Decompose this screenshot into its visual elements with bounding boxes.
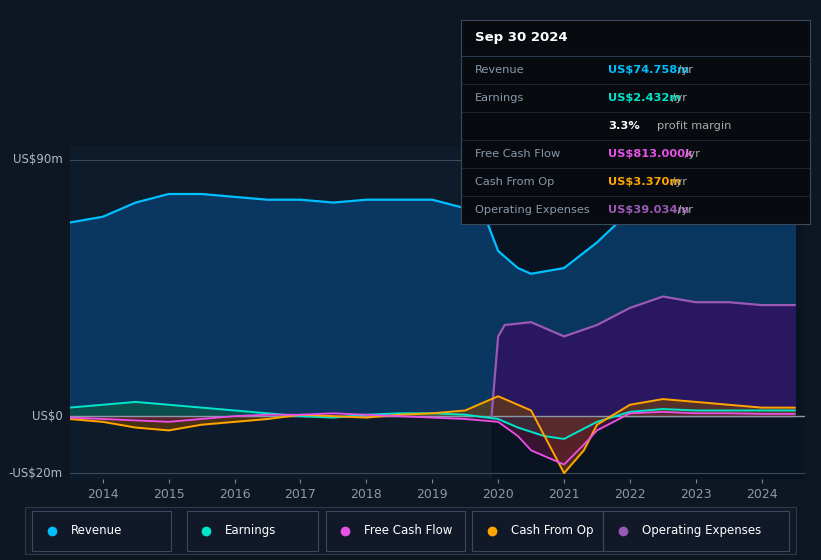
Text: Free Cash Flow: Free Cash Flow xyxy=(365,524,452,537)
Text: /yr: /yr xyxy=(674,205,693,215)
Text: Operating Expenses: Operating Expenses xyxy=(642,524,761,537)
Text: profit margin: profit margin xyxy=(657,121,732,131)
Text: US$0: US$0 xyxy=(32,410,62,423)
Text: Earnings: Earnings xyxy=(225,524,277,537)
Text: -US$20m: -US$20m xyxy=(8,466,62,479)
Text: Earnings: Earnings xyxy=(475,94,525,103)
Text: Cash From Op: Cash From Op xyxy=(475,177,555,187)
Text: Revenue: Revenue xyxy=(475,66,525,76)
Text: Free Cash Flow: Free Cash Flow xyxy=(475,149,561,159)
Text: Revenue: Revenue xyxy=(71,524,122,537)
Text: 3.3%: 3.3% xyxy=(608,121,640,131)
Text: /yr: /yr xyxy=(667,177,686,187)
Text: Cash From Op: Cash From Op xyxy=(511,524,594,537)
Text: US$2.432m: US$2.432m xyxy=(608,94,681,103)
Text: US$90m: US$90m xyxy=(12,153,62,166)
Text: US$3.370m: US$3.370m xyxy=(608,177,681,187)
Text: US$74.758m: US$74.758m xyxy=(608,66,689,76)
Text: Sep 30 2024: Sep 30 2024 xyxy=(475,31,568,44)
Bar xyxy=(492,146,808,479)
Text: /yr: /yr xyxy=(674,66,693,76)
Text: US$813.000k: US$813.000k xyxy=(608,149,693,159)
Text: /yr: /yr xyxy=(681,149,699,159)
Text: US$39.034m: US$39.034m xyxy=(608,205,690,215)
Text: /yr: /yr xyxy=(667,94,686,103)
Text: Operating Expenses: Operating Expenses xyxy=(475,205,590,215)
